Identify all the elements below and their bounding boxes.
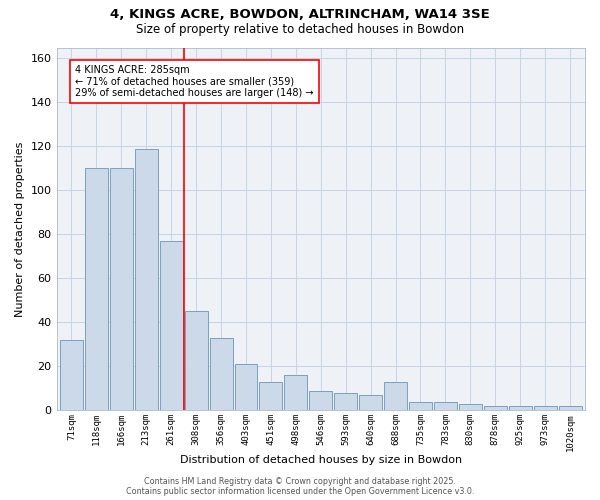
Bar bbox=[110, 168, 133, 410]
Text: Size of property relative to detached houses in Bowdon: Size of property relative to detached ho… bbox=[136, 22, 464, 36]
X-axis label: Distribution of detached houses by size in Bowdon: Distribution of detached houses by size … bbox=[180, 455, 462, 465]
Bar bbox=[284, 375, 307, 410]
Bar bbox=[334, 393, 357, 410]
Bar bbox=[484, 406, 507, 410]
Bar bbox=[310, 390, 332, 410]
Bar bbox=[85, 168, 108, 410]
Bar bbox=[459, 404, 482, 410]
Bar bbox=[509, 406, 532, 410]
Bar bbox=[259, 382, 283, 410]
Bar bbox=[533, 406, 557, 410]
Bar bbox=[160, 241, 182, 410]
Bar bbox=[60, 340, 83, 410]
Y-axis label: Number of detached properties: Number of detached properties bbox=[15, 142, 25, 316]
Text: 4 KINGS ACRE: 285sqm
← 71% of detached houses are smaller (359)
29% of semi-deta: 4 KINGS ACRE: 285sqm ← 71% of detached h… bbox=[75, 65, 314, 98]
Bar bbox=[559, 406, 581, 410]
Text: 4, KINGS ACRE, BOWDON, ALTRINCHAM, WA14 3SE: 4, KINGS ACRE, BOWDON, ALTRINCHAM, WA14 … bbox=[110, 8, 490, 20]
Bar bbox=[235, 364, 257, 410]
Bar bbox=[135, 148, 158, 410]
Bar bbox=[409, 402, 432, 410]
Bar bbox=[209, 338, 233, 410]
Bar bbox=[185, 312, 208, 410]
Bar bbox=[384, 382, 407, 410]
Text: Contains HM Land Registry data © Crown copyright and database right 2025.
Contai: Contains HM Land Registry data © Crown c… bbox=[126, 476, 474, 496]
Bar bbox=[434, 402, 457, 410]
Bar bbox=[359, 395, 382, 410]
